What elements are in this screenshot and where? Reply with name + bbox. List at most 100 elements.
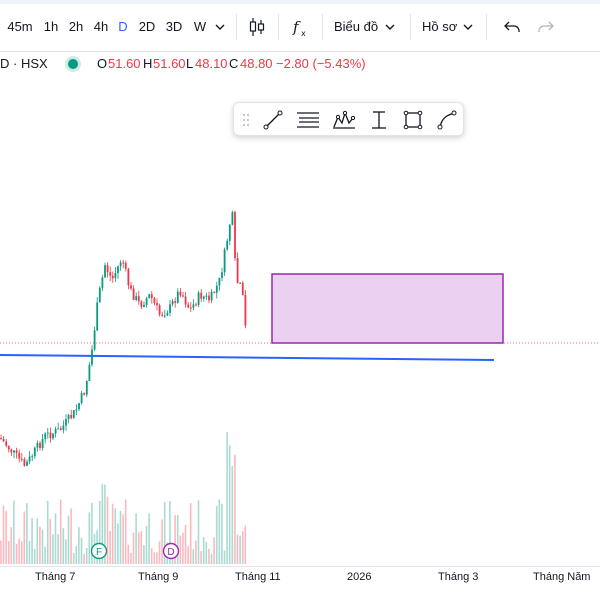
candle-body bbox=[75, 409, 78, 411]
volume-bar bbox=[31, 518, 33, 564]
undo-icon[interactable] bbox=[500, 14, 524, 40]
price-chart[interactable]: F D bbox=[0, 140, 600, 566]
time-axis[interactable]: Tháng 7 Tháng 9 Tháng 11 2026 Tháng 3 Th… bbox=[0, 566, 600, 588]
volume-bar bbox=[130, 552, 132, 564]
candle-body bbox=[0, 438, 2, 440]
volume-bar bbox=[163, 501, 166, 564]
volume-bar bbox=[2, 505, 5, 564]
candle-body bbox=[88, 364, 91, 381]
chevron-down-icon[interactable] bbox=[461, 14, 475, 40]
chevron-down-icon[interactable] bbox=[212, 14, 228, 40]
interval-45m[interactable]: 45m bbox=[7, 19, 33, 34]
candle-body bbox=[91, 349, 93, 365]
interval-2h[interactable]: 2h bbox=[68, 19, 84, 34]
volume-bar bbox=[18, 538, 20, 564]
volume-bar bbox=[44, 546, 46, 564]
close-value: 48.80 bbox=[240, 56, 273, 71]
event-marker-f[interactable]: F bbox=[90, 542, 108, 560]
candle-body bbox=[132, 288, 135, 300]
volume-bar bbox=[13, 500, 15, 564]
volume-bar bbox=[72, 552, 75, 564]
drag-handle-icon[interactable] bbox=[242, 113, 250, 132]
candle-body bbox=[106, 265, 109, 273]
candle-body bbox=[44, 433, 47, 439]
profile-menu-label[interactable]: Hồ sơ bbox=[422, 19, 458, 34]
low-label: L bbox=[186, 56, 194, 71]
candle-body bbox=[210, 291, 213, 301]
volume-bar bbox=[33, 549, 36, 564]
volume-bar bbox=[200, 551, 202, 564]
volume-bar bbox=[122, 514, 124, 564]
volume-bar bbox=[187, 546, 189, 564]
rectangle-icon[interactable] bbox=[401, 108, 425, 132]
volume-bar bbox=[39, 526, 41, 564]
candle-body bbox=[28, 456, 31, 462]
candle-body bbox=[130, 285, 132, 289]
volume-bar bbox=[213, 537, 215, 564]
volume-bar bbox=[145, 525, 148, 564]
volume-bar bbox=[80, 537, 83, 564]
candle-body bbox=[202, 296, 205, 299]
candle-body bbox=[119, 262, 122, 267]
volume-bar bbox=[179, 535, 182, 564]
change-value: −2.80 (−5.43%) bbox=[276, 56, 366, 71]
candle-body bbox=[234, 212, 236, 259]
interval-3d[interactable]: 3D bbox=[165, 19, 183, 34]
volume-bar bbox=[28, 541, 31, 564]
curve-icon[interactable] bbox=[435, 108, 459, 132]
volume-bar bbox=[54, 513, 57, 564]
volume-bar bbox=[23, 511, 26, 564]
volume-bar bbox=[197, 500, 200, 564]
pattern-icon[interactable] bbox=[332, 108, 356, 132]
volume-bar bbox=[91, 502, 93, 564]
candle-body bbox=[83, 393, 86, 395]
interval-w[interactable]: W bbox=[193, 19, 207, 34]
candle-body bbox=[80, 393, 83, 404]
rectangle-drawing[interactable] bbox=[271, 273, 504, 344]
horizontal-lines-icon[interactable] bbox=[296, 108, 320, 132]
volume-bar bbox=[124, 499, 127, 564]
volume-bar bbox=[143, 545, 145, 564]
volume-bar bbox=[49, 518, 52, 564]
candle-body bbox=[36, 442, 39, 448]
candle-body bbox=[135, 296, 138, 300]
volume-bar bbox=[239, 535, 241, 564]
candle-body bbox=[189, 307, 192, 309]
volume-bar bbox=[169, 500, 171, 564]
volume-bar bbox=[109, 531, 111, 564]
interval-d[interactable]: D bbox=[118, 19, 128, 34]
volume-bar bbox=[117, 523, 119, 564]
volume-bar bbox=[236, 534, 239, 564]
volume-bar bbox=[70, 508, 72, 564]
redo-icon[interactable] bbox=[534, 14, 558, 40]
svg-text:x: x bbox=[301, 29, 306, 37]
trend-line-icon[interactable] bbox=[261, 108, 285, 132]
candle-body bbox=[223, 249, 226, 273]
event-marker-d[interactable]: D bbox=[162, 542, 180, 560]
candle-body bbox=[226, 240, 229, 250]
trend-line-drawing[interactable] bbox=[0, 354, 495, 361]
candle-body bbox=[93, 330, 96, 350]
volume-bar bbox=[46, 500, 49, 564]
interval-4h[interactable]: 4h bbox=[93, 19, 109, 34]
candle-body bbox=[49, 432, 52, 439]
candle-body bbox=[46, 432, 49, 434]
candle-body bbox=[171, 301, 174, 305]
chevron-down-icon[interactable] bbox=[383, 14, 397, 40]
interval-2d[interactable]: 2D bbox=[138, 19, 156, 34]
indicator-fx-icon[interactable]: f x bbox=[288, 14, 314, 40]
volume-bar bbox=[223, 550, 226, 564]
interval-1h[interactable]: 1h bbox=[43, 19, 59, 34]
chart-menu-label[interactable]: Biểu đồ bbox=[334, 19, 379, 34]
candle-body bbox=[67, 414, 70, 420]
symbol-label[interactable]: D · HSX bbox=[0, 56, 48, 71]
svg-text:f: f bbox=[292, 18, 301, 36]
candle-body bbox=[163, 315, 166, 317]
measure-icon[interactable] bbox=[367, 108, 391, 132]
volume-bar bbox=[10, 527, 13, 564]
candle-body bbox=[218, 277, 221, 286]
volume-bar bbox=[119, 510, 122, 564]
candles-icon[interactable] bbox=[244, 14, 270, 40]
candle-body bbox=[231, 212, 234, 225]
volume-bar bbox=[184, 525, 187, 564]
